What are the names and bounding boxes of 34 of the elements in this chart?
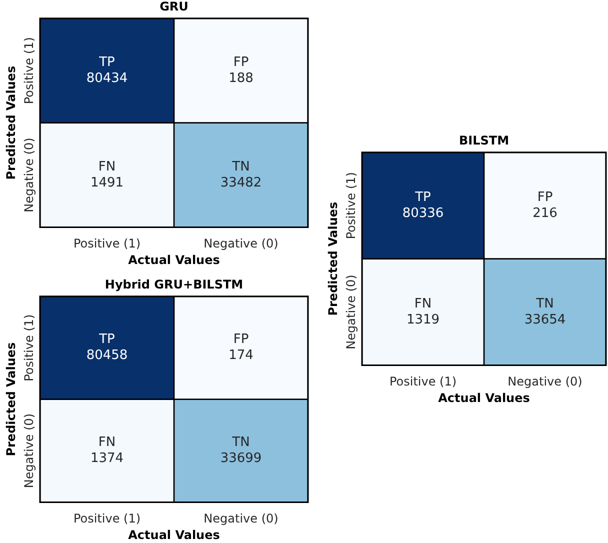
annotation: TP [98,54,116,70]
annotation: TN [231,159,250,174]
data-label: 33699 [220,451,262,466]
annotation: TN [231,435,250,450]
data-label: 80458 [86,348,128,364]
annotation: TP [414,190,432,205]
annotation: FP [537,190,553,205]
annotation: FP [233,332,249,348]
annotation: FN [98,435,116,450]
data-label: 216 [532,206,558,221]
data-label: 80336 [402,206,444,221]
annotation: FN [414,296,432,312]
y-axis-title: Predicted Values [4,66,18,180]
annotation: FN [98,159,116,174]
x-axis-title: Actual Values [128,252,220,267]
data-label: 1491 [90,175,124,190]
data-label: 33654 [524,312,566,328]
chart-title: GRU [160,0,188,14]
x-axis-title: Actual Values [128,528,220,542]
data-label: 80434 [86,70,128,86]
data-label: 33482 [220,175,262,190]
y-axis-title: Predicted Values [326,202,340,316]
annotation: TP [98,332,116,348]
annotation: TN [535,296,554,312]
x-axis-title: Actual Values [438,390,530,405]
chart-title: Hybrid GRU+BILSTM [104,277,244,292]
y-axis-title: Predicted Values [4,342,18,456]
y-tick-label: Positive (1) [22,37,36,104]
data-label: 174 [228,348,254,364]
chart-title: BILSTM [458,133,510,148]
annotation: FP [233,54,249,70]
data-label: 1374 [90,451,124,466]
data-label: 188 [228,70,254,86]
data-label: 1319 [406,312,440,328]
